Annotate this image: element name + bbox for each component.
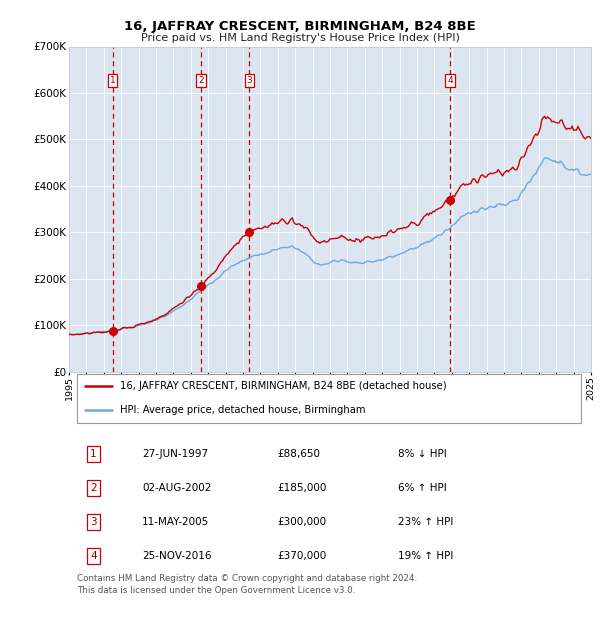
- Text: 1: 1: [90, 449, 97, 459]
- Text: 19% ↑ HPI: 19% ↑ HPI: [398, 551, 453, 561]
- FancyBboxPatch shape: [77, 374, 581, 423]
- Text: 25-NOV-2016: 25-NOV-2016: [142, 551, 212, 561]
- Text: £88,650: £88,650: [278, 449, 321, 459]
- Text: Price paid vs. HM Land Registry's House Price Index (HPI): Price paid vs. HM Land Registry's House …: [140, 33, 460, 43]
- Text: £185,000: £185,000: [278, 483, 327, 493]
- Text: 23% ↑ HPI: 23% ↑ HPI: [398, 517, 453, 527]
- Text: 3: 3: [247, 76, 253, 85]
- Text: 4: 4: [447, 76, 453, 85]
- Text: 16, JAFFRAY CRESCENT, BIRMINGHAM, B24 8BE (detached house): 16, JAFFRAY CRESCENT, BIRMINGHAM, B24 8B…: [120, 381, 447, 391]
- Text: 2: 2: [90, 483, 97, 493]
- Text: HPI: Average price, detached house, Birmingham: HPI: Average price, detached house, Birm…: [120, 405, 365, 415]
- Text: 11-MAY-2005: 11-MAY-2005: [142, 517, 209, 527]
- Text: 02-AUG-2002: 02-AUG-2002: [142, 483, 211, 493]
- Text: 4: 4: [90, 551, 97, 561]
- Text: 8% ↓ HPI: 8% ↓ HPI: [398, 449, 446, 459]
- Text: 1: 1: [110, 76, 115, 85]
- Text: 3: 3: [90, 517, 97, 527]
- Text: Contains HM Land Registry data © Crown copyright and database right 2024.
This d: Contains HM Land Registry data © Crown c…: [77, 574, 417, 595]
- Text: £370,000: £370,000: [278, 551, 327, 561]
- Text: £300,000: £300,000: [278, 517, 327, 527]
- Text: 6% ↑ HPI: 6% ↑ HPI: [398, 483, 446, 493]
- Text: 16, JAFFRAY CRESCENT, BIRMINGHAM, B24 8BE: 16, JAFFRAY CRESCENT, BIRMINGHAM, B24 8B…: [124, 20, 476, 33]
- Text: 2: 2: [199, 76, 204, 85]
- Text: 27-JUN-1997: 27-JUN-1997: [142, 449, 208, 459]
